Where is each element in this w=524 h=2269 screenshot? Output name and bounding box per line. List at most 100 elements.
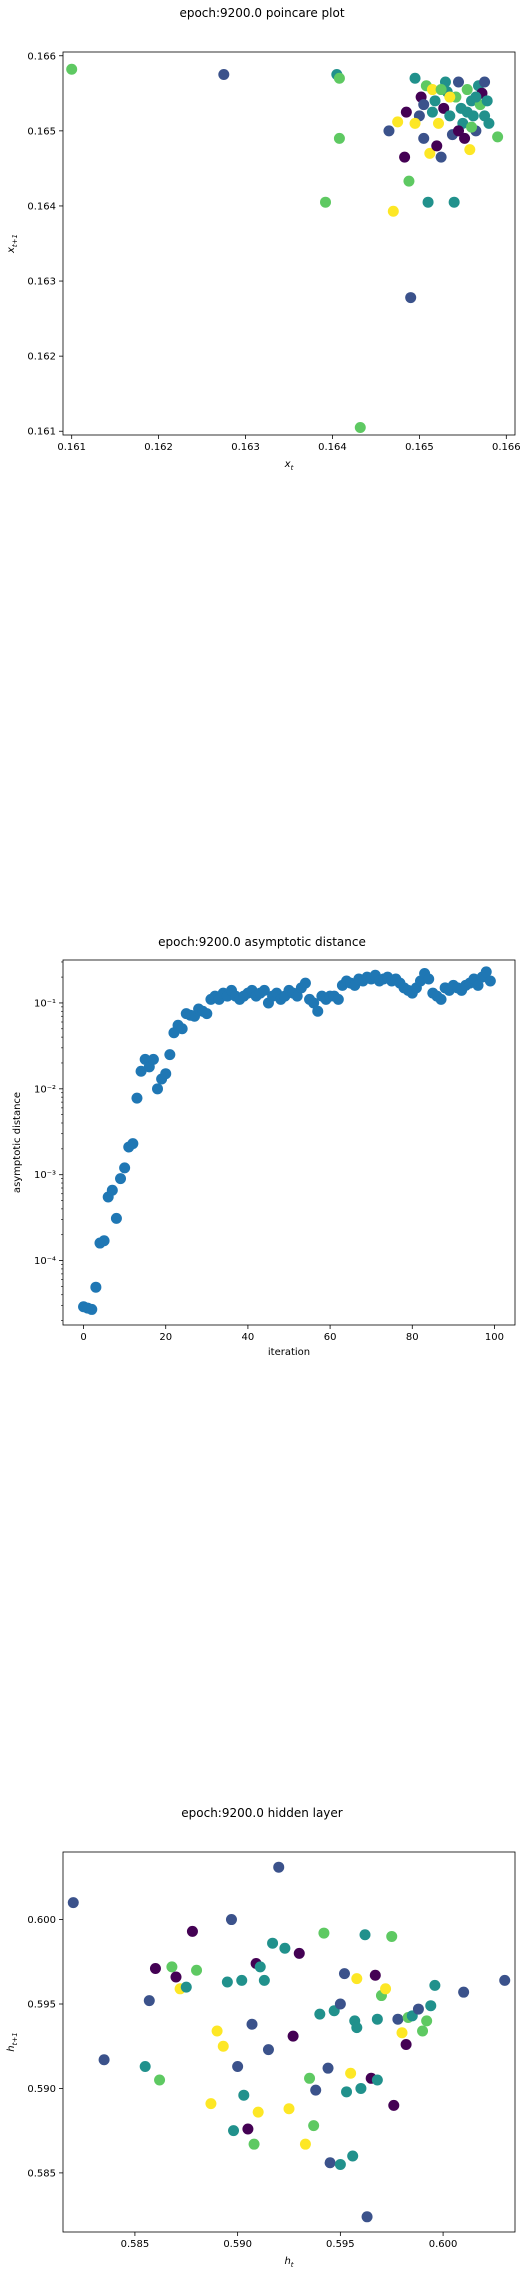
- data-point: [338, 1968, 350, 1980]
- data-point: [106, 1184, 118, 1196]
- data-point: [119, 1162, 131, 1174]
- data-point: [341, 2086, 353, 2098]
- x-tick-label: 20: [159, 1332, 172, 1343]
- data-point: [279, 1942, 291, 1954]
- x-tick-label: 100: [485, 1332, 504, 1343]
- data-point: [314, 2008, 326, 2020]
- data-point: [299, 977, 311, 989]
- data-point: [258, 1974, 270, 1986]
- data-point: [299, 2138, 311, 2150]
- data-point: [361, 2211, 373, 2223]
- data-point: [458, 1986, 470, 1998]
- data-point: [304, 2072, 316, 2084]
- data-point: [399, 151, 411, 163]
- data-point: [236, 1974, 248, 1986]
- y-tick-label: 10⁻⁴: [34, 1256, 56, 1267]
- data-point: [176, 1023, 188, 1035]
- x-tick-label: 0.162: [144, 442, 173, 453]
- data-point: [426, 84, 438, 96]
- data-point: [90, 1281, 102, 1293]
- data-point: [166, 1961, 178, 1973]
- data-point: [459, 132, 471, 144]
- data-point: [98, 1235, 110, 1247]
- x-tick-label: 0.164: [318, 442, 347, 453]
- data-point: [345, 2067, 357, 2079]
- x-tick-label: 0.165: [405, 442, 434, 453]
- data-point: [418, 132, 430, 144]
- x-tick-label: 0.590: [223, 2239, 252, 2250]
- data-point: [160, 1068, 172, 1080]
- poincare-plot: 0.161 0.162 0.163 0.164 0.165 0.166 0.161 0.162…: [6, 51, 521, 472]
- x-tick-label: 0.161: [57, 442, 86, 453]
- data-point: [254, 1961, 266, 1973]
- data-point: [369, 1969, 381, 1981]
- data-point: [252, 2106, 264, 2118]
- y-tick-label: 0.164: [27, 201, 56, 212]
- plot-frame: [62, 959, 516, 1326]
- data-point: [453, 76, 464, 88]
- data-point: [246, 2018, 258, 2030]
- data-point: [423, 973, 435, 985]
- data-point: [242, 2123, 254, 2135]
- data-point: [135, 1065, 147, 1077]
- data-point: [435, 993, 447, 1005]
- data-point: [154, 2074, 166, 2086]
- data-point: [232, 2060, 244, 2072]
- data-point: [481, 95, 493, 107]
- data-point: [273, 1861, 285, 1873]
- y-tick-label: 0.162: [27, 352, 56, 363]
- y-tick-label: 0.165: [27, 126, 56, 137]
- data-point: [433, 117, 445, 129]
- data-point: [218, 69, 230, 81]
- data-point: [139, 2060, 151, 2072]
- data-point: [392, 116, 404, 128]
- chart-title-poincare: epoch:9200.0 poincare plot: [179, 6, 345, 20]
- data-point: [453, 125, 464, 137]
- data-point: [320, 196, 332, 208]
- data-point: [293, 1947, 305, 1959]
- data-point: [186, 1925, 198, 1937]
- data-point: [396, 2027, 408, 2039]
- data-point: [371, 2074, 383, 2086]
- data-point: [351, 2022, 363, 2034]
- data-point: [421, 2015, 433, 2027]
- data-point: [424, 147, 436, 159]
- y-tick-label: 0.590: [27, 2084, 56, 2095]
- data-point: [461, 84, 473, 96]
- data-point: [425, 2000, 437, 2012]
- data-point: [499, 1974, 511, 1986]
- data-point: [67, 1897, 79, 1909]
- data-point: [334, 2158, 346, 2170]
- data-point: [484, 975, 496, 987]
- data-point: [333, 72, 345, 84]
- data-point: [448, 196, 460, 208]
- data-point: [115, 1173, 127, 1185]
- data-point: [86, 1303, 98, 1315]
- data-point: [429, 1979, 441, 1991]
- data-point: [431, 140, 443, 152]
- data-point: [371, 2013, 383, 2025]
- data-point: [217, 2040, 229, 2052]
- data-point: [322, 2062, 334, 2074]
- data-point: [388, 2099, 400, 2111]
- data-point: [267, 1937, 279, 1949]
- data-point: [418, 99, 430, 111]
- data-point: [435, 84, 447, 96]
- data-point: [225, 1914, 237, 1926]
- data-point: [383, 125, 395, 137]
- data-point: [201, 1008, 213, 1020]
- data-point: [435, 151, 447, 163]
- x-tick-label: 0.600: [429, 2239, 458, 2250]
- data-point: [392, 2013, 404, 2025]
- data-point: [334, 1998, 346, 2010]
- data-point: [308, 997, 320, 1009]
- data-point: [283, 2103, 295, 2115]
- y-axis-label: asymptotic distance: [12, 1092, 23, 1193]
- y-tick-label: 10⁻³: [34, 1170, 56, 1181]
- data-point: [422, 196, 434, 208]
- data-point: [403, 175, 415, 187]
- chart-title-asymptotic: epoch:9200.0 asymptotic distance: [158, 935, 366, 949]
- data-point: [405, 292, 417, 304]
- data-point: [143, 1995, 155, 2007]
- data-point: [444, 110, 456, 122]
